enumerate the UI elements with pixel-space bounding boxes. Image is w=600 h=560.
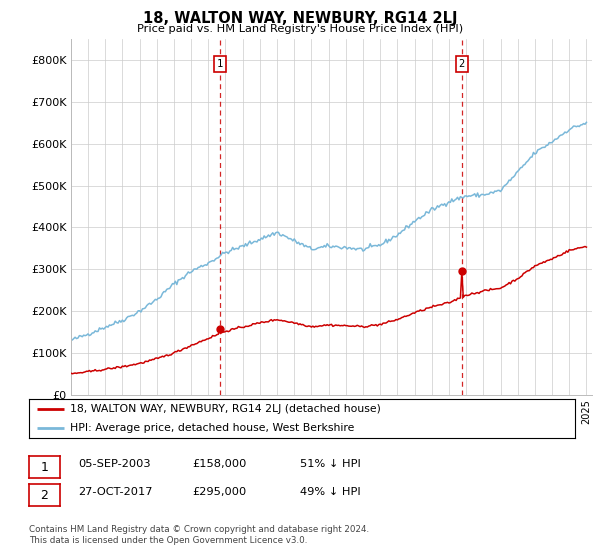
- Text: 49% ↓ HPI: 49% ↓ HPI: [300, 487, 361, 497]
- Text: 2: 2: [459, 59, 465, 69]
- Text: 1: 1: [40, 460, 49, 474]
- Text: 18, WALTON WAY, NEWBURY, RG14 2LJ (detached house): 18, WALTON WAY, NEWBURY, RG14 2LJ (detac…: [70, 404, 380, 413]
- Text: £295,000: £295,000: [192, 487, 246, 497]
- Text: 51% ↓ HPI: 51% ↓ HPI: [300, 459, 361, 469]
- Text: 05-SEP-2003: 05-SEP-2003: [78, 459, 151, 469]
- Text: 2: 2: [40, 488, 49, 502]
- Text: £158,000: £158,000: [192, 459, 247, 469]
- Text: 18, WALTON WAY, NEWBURY, RG14 2LJ: 18, WALTON WAY, NEWBURY, RG14 2LJ: [143, 11, 457, 26]
- Text: Contains HM Land Registry data © Crown copyright and database right 2024.
This d: Contains HM Land Registry data © Crown c…: [29, 525, 369, 545]
- Text: Price paid vs. HM Land Registry's House Price Index (HPI): Price paid vs. HM Land Registry's House …: [137, 24, 463, 34]
- Text: 1: 1: [217, 59, 223, 69]
- Text: 27-OCT-2017: 27-OCT-2017: [78, 487, 152, 497]
- Text: HPI: Average price, detached house, West Berkshire: HPI: Average price, detached house, West…: [70, 423, 354, 433]
